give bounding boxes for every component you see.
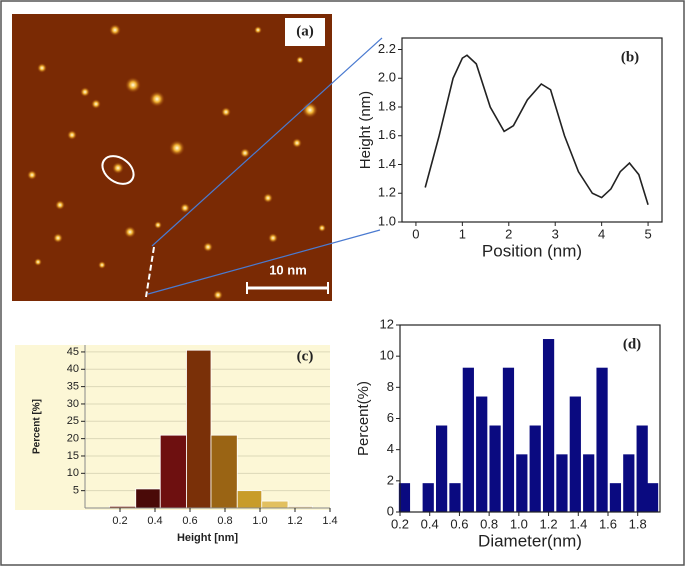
x-tick-label: 4 bbox=[598, 226, 605, 241]
panel-label: (a) bbox=[296, 23, 314, 39]
y-tick-label: 2.0 bbox=[378, 70, 396, 85]
y-tick-label: 15 bbox=[67, 450, 79, 462]
y-tick-label: 35 bbox=[67, 381, 79, 393]
bar bbox=[449, 483, 461, 512]
y-tick-label: 30 bbox=[67, 398, 79, 410]
y-tick-label: 4 bbox=[387, 441, 394, 456]
x-tick-label: 1.0 bbox=[510, 516, 528, 531]
plot-frame bbox=[401, 37, 663, 223]
zoom-line bbox=[151, 37, 383, 247]
x-tick-label: 1 bbox=[459, 226, 466, 241]
x-axis-label: Diameter(nm) bbox=[478, 531, 582, 550]
y-tick-label: 10 bbox=[67, 467, 79, 479]
y-tick-label: 1.2 bbox=[378, 185, 396, 200]
bar bbox=[462, 367, 474, 512]
bar bbox=[529, 425, 541, 512]
bar bbox=[135, 488, 161, 509]
y-axis-label: Percent [%] bbox=[32, 399, 43, 454]
bar bbox=[596, 367, 608, 512]
y-tick-label: 0 bbox=[387, 503, 394, 518]
x-axis-label: Position (nm) bbox=[482, 241, 582, 260]
y-tick-label: 45 bbox=[67, 346, 79, 358]
zoom-line bbox=[147, 229, 381, 295]
x-tick-label: 1.8 bbox=[629, 516, 647, 531]
bar bbox=[502, 367, 515, 512]
bar bbox=[636, 425, 648, 512]
x-tick-label: 0.6 bbox=[182, 515, 197, 527]
bar bbox=[556, 454, 568, 512]
x-tick-label: 2 bbox=[505, 226, 512, 241]
bar bbox=[569, 396, 581, 512]
y-tick-label: 8 bbox=[387, 379, 394, 394]
bar bbox=[476, 396, 488, 512]
x-tick-label: 0.4 bbox=[147, 515, 162, 527]
y-tick-label: 1.8 bbox=[378, 98, 396, 113]
bar bbox=[623, 454, 635, 512]
bar bbox=[398, 483, 411, 512]
x-tick-label: 5 bbox=[644, 226, 651, 241]
y-tick-label: 2 bbox=[387, 472, 394, 487]
x-tick-label: 1.4 bbox=[569, 516, 587, 531]
x-tick-label: 1.6 bbox=[599, 516, 617, 531]
x-tick-label: 0 bbox=[412, 226, 419, 241]
bar bbox=[186, 349, 212, 509]
x-tick-label: 1.2 bbox=[287, 515, 302, 527]
bar bbox=[516, 454, 528, 512]
y-tick-label: 5 bbox=[73, 485, 79, 497]
y-tick-label: 10 bbox=[380, 348, 394, 363]
y-axis-label: Height (nm) bbox=[357, 91, 374, 169]
bar bbox=[261, 500, 289, 509]
y-tick-label: 40 bbox=[67, 363, 79, 375]
y-tick-label: 2.2 bbox=[378, 41, 396, 56]
x-tick-label: 0.8 bbox=[480, 516, 498, 531]
y-tick-label: 12 bbox=[380, 316, 394, 331]
bar bbox=[435, 425, 448, 512]
panel-label: (d) bbox=[623, 336, 641, 352]
x-tick-label: 0.6 bbox=[450, 516, 468, 531]
x-tick-label: 0.8 bbox=[217, 515, 232, 527]
bar bbox=[583, 454, 595, 512]
bar bbox=[646, 483, 659, 512]
bar bbox=[236, 490, 263, 509]
bar bbox=[422, 483, 434, 512]
panel-label: (c) bbox=[297, 348, 314, 364]
y-tick-label: 1.0 bbox=[378, 213, 396, 228]
y-tick-label: 1.6 bbox=[378, 127, 396, 142]
bar bbox=[542, 339, 555, 512]
y-tick-label: 20 bbox=[67, 433, 79, 445]
y-tick-label: 6 bbox=[387, 410, 394, 425]
y-tick-label: 1.4 bbox=[378, 156, 396, 171]
x-tick-label: 0.2 bbox=[112, 515, 127, 527]
bar bbox=[159, 434, 187, 509]
line bbox=[424, 54, 649, 205]
y-tick-label: 25 bbox=[67, 415, 79, 427]
panel-label: (b) bbox=[621, 49, 639, 65]
x-axis-label: Height [nm] bbox=[177, 532, 238, 544]
x-tick-label: 3 bbox=[552, 226, 559, 241]
bar bbox=[489, 425, 501, 512]
afm-image bbox=[12, 14, 332, 301]
x-tick-label: 1.4 bbox=[322, 515, 337, 527]
bar bbox=[210, 434, 238, 509]
bar bbox=[609, 483, 622, 512]
x-tick-label: 1.2 bbox=[540, 516, 558, 531]
y-axis-label: Percent(%) bbox=[355, 381, 372, 456]
x-tick-label: 0.2 bbox=[391, 516, 409, 531]
scale-bar-label: 10 nm bbox=[269, 262, 307, 277]
x-tick-label: 1.0 bbox=[252, 515, 267, 527]
x-tick-label: 0.4 bbox=[421, 516, 439, 531]
